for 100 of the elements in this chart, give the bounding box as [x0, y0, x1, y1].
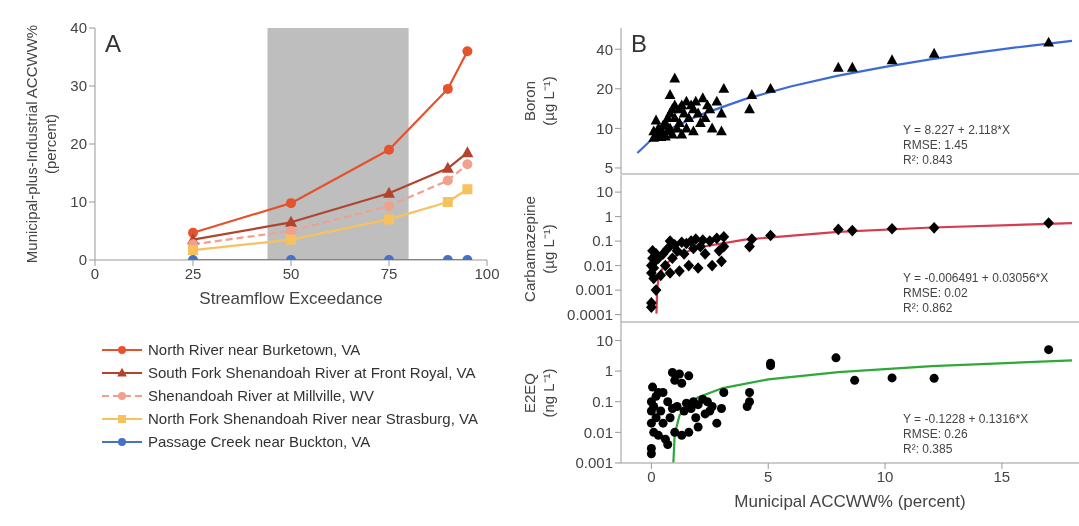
- y-tick-label: 0.0001: [567, 305, 613, 323]
- point: [656, 406, 666, 416]
- x-tick-label: 75: [380, 264, 398, 282]
- point: [928, 221, 940, 234]
- point: [286, 226, 296, 236]
- point: [442, 197, 453, 207]
- point: [692, 107, 704, 118]
- point: [929, 373, 939, 383]
- y-tick-label: 20: [596, 80, 613, 98]
- point: [765, 82, 776, 93]
- point: [677, 430, 687, 440]
- legend-label: Shenandoah River at Millville, WV: [148, 387, 374, 404]
- point: [718, 82, 730, 93]
- legend-label: Passage Creek near Buckton, VA: [148, 433, 371, 450]
- y-tick-label: 0: [78, 251, 87, 269]
- x-tick-label: 0: [647, 467, 656, 485]
- point: [718, 240, 730, 253]
- point: [648, 382, 658, 392]
- y-axis-title: Carbamazepine (µg L⁻¹): [521, 195, 558, 302]
- y-tick-label: 20: [70, 135, 87, 153]
- point: [1044, 345, 1054, 355]
- point: [832, 223, 844, 236]
- point: [699, 248, 711, 260]
- point: [660, 259, 671, 272]
- y-axis-title: E2EQ (ng L⁻¹): [521, 367, 558, 418]
- x-tick-label: 100: [474, 264, 500, 282]
- point: [462, 46, 473, 57]
- point: [683, 112, 695, 123]
- point: [650, 284, 662, 296]
- y-tick-label: 10: [596, 119, 613, 137]
- x-tick-label: 10: [876, 467, 894, 485]
- point: [706, 122, 718, 133]
- legend-label: North Fork Shenandoah River near Strasburg, VA: [148, 410, 478, 427]
- point: [650, 114, 662, 125]
- y-tick-label: 1: [604, 362, 613, 380]
- point: [462, 184, 473, 195]
- y-tick-label: 10: [70, 193, 87, 211]
- legend-label: North River near Burketown, VA: [148, 341, 361, 358]
- annotation: Y = -0.006491 + 0.03056*X: [903, 271, 1049, 286]
- point: [658, 418, 668, 428]
- point: [716, 125, 727, 136]
- y-tick-label: 0.1: [592, 393, 613, 411]
- point: [765, 229, 776, 242]
- line-series: [672, 359, 1074, 463]
- point: [441, 161, 454, 173]
- point: [707, 401, 717, 411]
- y-tick-label: 0.001: [575, 454, 613, 472]
- point: [704, 235, 716, 247]
- point: [651, 413, 661, 423]
- point: [670, 375, 680, 385]
- point: [831, 353, 841, 363]
- point: [850, 375, 860, 385]
- point: [663, 440, 673, 450]
- x-tick-label: 15: [993, 467, 1011, 485]
- y-tick-label: 1: [604, 207, 613, 225]
- point: [664, 88, 676, 99]
- point: [286, 198, 296, 209]
- point: [684, 427, 694, 437]
- x-tick-label: 50: [282, 264, 300, 282]
- x-tick-label: 0: [90, 264, 100, 282]
- legend-label: South Fork Shenandoah River at Front Royal, VA: [148, 364, 476, 381]
- point: [745, 397, 755, 407]
- annotation: RMSE: 0.26: [903, 427, 969, 442]
- y-tick-label: 0.01: [583, 423, 613, 441]
- point: [683, 259, 695, 272]
- point: [671, 245, 683, 257]
- point: [846, 224, 858, 237]
- point: [719, 388, 729, 397]
- y-tick-label: 10: [596, 331, 613, 349]
- point: [886, 222, 898, 235]
- point: [846, 61, 858, 72]
- point: [670, 427, 680, 437]
- point: [384, 144, 394, 155]
- point: [674, 265, 685, 277]
- point: [688, 125, 699, 136]
- annotation: Y = 8.227 + 2.118*X: [903, 123, 1010, 138]
- x-axis-title: Streamflow Exceedance: [199, 289, 383, 308]
- annotation: R²: 0.862: [903, 301, 954, 316]
- y-tick-label: 10: [596, 183, 613, 201]
- point: [442, 83, 453, 94]
- point: [188, 245, 198, 256]
- point: [744, 103, 755, 114]
- point: [695, 117, 706, 127]
- point: [383, 186, 395, 198]
- x-tick-label: 25: [184, 264, 202, 282]
- point: [928, 47, 940, 58]
- point: [462, 159, 473, 170]
- point: [384, 214, 394, 225]
- point: [669, 72, 681, 83]
- annotation: R²: 0.843: [903, 153, 954, 168]
- point: [1043, 36, 1055, 47]
- point: [384, 201, 394, 212]
- point: [655, 269, 667, 282]
- y-axis-title: Boron (µg L⁻¹): [521, 76, 558, 126]
- point: [716, 404, 726, 414]
- point: [716, 107, 727, 118]
- point: [442, 175, 453, 186]
- point: [691, 413, 701, 423]
- point: [285, 215, 297, 227]
- y-tick-label: 0.001: [575, 281, 613, 299]
